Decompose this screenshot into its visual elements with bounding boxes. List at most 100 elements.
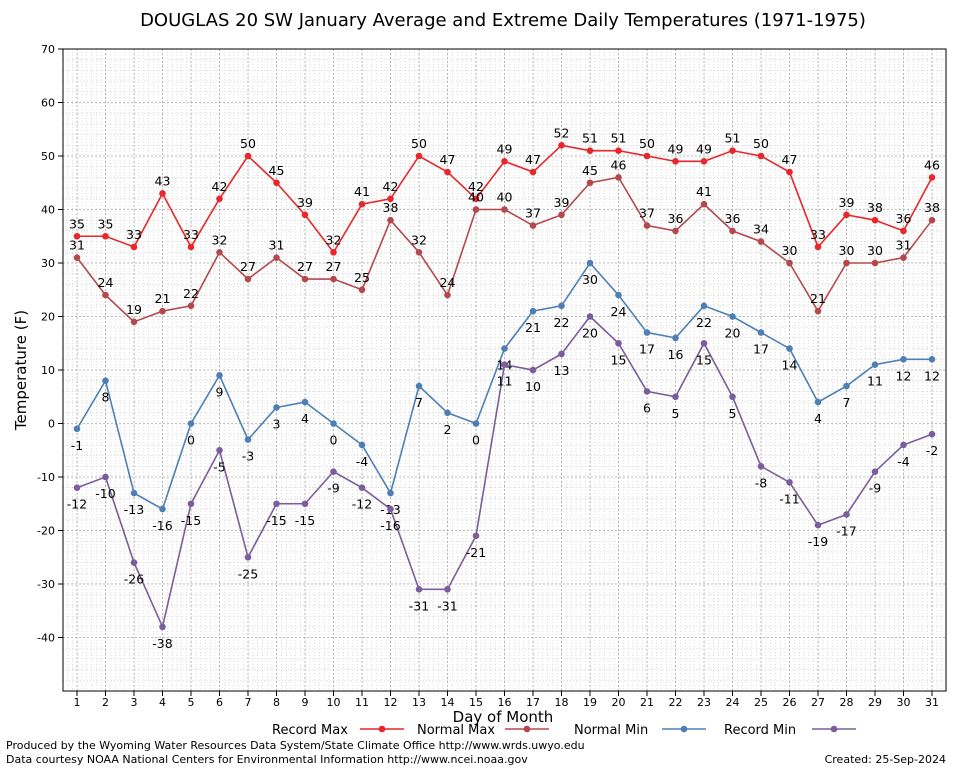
data-point xyxy=(102,232,109,240)
data-label: 10 xyxy=(525,379,541,394)
x-tick-label: 26 xyxy=(783,696,797,709)
data-point xyxy=(387,505,394,513)
data-label: -5 xyxy=(213,459,225,474)
data-label: 42 xyxy=(383,179,399,194)
x-tick-label: 9 xyxy=(302,696,309,709)
legend-label: Record Min xyxy=(724,723,796,738)
data-label: 33 xyxy=(810,227,826,242)
data-label: 38 xyxy=(867,200,883,215)
data-point xyxy=(216,372,223,379)
data-label: 47 xyxy=(782,152,798,167)
data-point xyxy=(928,356,936,363)
data-point xyxy=(444,586,451,593)
data-point xyxy=(130,243,138,251)
data-point xyxy=(501,361,508,368)
x-tick-label: 24 xyxy=(726,696,740,709)
data-point xyxy=(130,559,138,566)
data-label: 11 xyxy=(497,374,513,389)
data-label: 51 xyxy=(725,131,741,146)
data-label: -1 xyxy=(71,438,83,453)
x-tick-label: 29 xyxy=(868,696,882,709)
data-point xyxy=(73,425,81,433)
data-label: 4 xyxy=(301,411,309,426)
data-point xyxy=(900,227,907,235)
legend-marker xyxy=(378,725,386,733)
legend-label: Normal Min xyxy=(574,723,648,738)
data-point xyxy=(586,147,594,154)
data-point xyxy=(529,307,537,315)
data-point xyxy=(330,468,337,475)
data-label: -9 xyxy=(869,481,882,496)
data-label: 19 xyxy=(126,302,142,317)
series-normal-max: 31 24 19 21 22 32 27 31 27 27 25 38 32 24 40 40 37 39 45 46… xyxy=(69,157,940,326)
data-label: -12 xyxy=(352,497,372,512)
data-label: 38 xyxy=(924,200,940,215)
data-point xyxy=(444,168,451,176)
data-label: 12 xyxy=(896,368,912,383)
data-label: 21 xyxy=(525,320,541,335)
data-label: -31 xyxy=(409,598,429,613)
data-label: 24 xyxy=(611,304,627,319)
data-label: 46 xyxy=(611,157,627,172)
grid xyxy=(63,49,946,691)
data-point xyxy=(871,216,879,224)
data-point xyxy=(159,623,166,631)
data-point xyxy=(415,586,423,593)
data-label: -16 xyxy=(152,518,172,533)
data-point xyxy=(216,195,223,203)
y-tick-label: 30 xyxy=(41,257,55,270)
data-label: 22 xyxy=(696,315,712,330)
data-label: -31 xyxy=(437,598,457,613)
data-label: 51 xyxy=(582,131,598,146)
data-point xyxy=(672,227,679,235)
data-point xyxy=(472,532,480,540)
data-point xyxy=(529,222,537,229)
data-point xyxy=(643,152,651,160)
data-label: 41 xyxy=(354,184,370,199)
data-label: 27 xyxy=(240,259,256,274)
data-point xyxy=(871,468,879,475)
x-tick-label: 6 xyxy=(216,696,223,709)
data-point xyxy=(672,334,679,342)
data-label: 0 xyxy=(472,433,480,448)
data-label: -12 xyxy=(67,497,87,512)
data-point xyxy=(700,339,708,347)
footer-created: Created: 25-Sep-2024 xyxy=(825,753,946,766)
data-label: 15 xyxy=(696,352,712,367)
data-point xyxy=(615,147,622,154)
data-label: 32 xyxy=(326,232,342,247)
data-point xyxy=(216,249,223,256)
x-tick-label: 13 xyxy=(412,696,426,709)
y-tick-label: 60 xyxy=(41,97,55,110)
data-label: 52 xyxy=(554,125,570,140)
data-point xyxy=(102,377,109,385)
data-point xyxy=(558,350,565,358)
data-point xyxy=(301,398,309,406)
data-label: -3 xyxy=(242,449,254,464)
data-label: 31 xyxy=(69,238,85,253)
x-tick-label: 28 xyxy=(840,696,854,709)
data-label: 31 xyxy=(896,238,912,253)
data-point xyxy=(130,318,138,326)
data-point xyxy=(73,484,81,492)
data-label: 33 xyxy=(183,227,199,242)
data-point xyxy=(273,500,280,508)
data-label: 39 xyxy=(839,195,855,210)
y-axis-label: Temperature (F) xyxy=(12,310,30,431)
data-label: -15 xyxy=(266,513,286,528)
data-label: 30 xyxy=(582,272,598,287)
data-point xyxy=(330,275,337,283)
data-label: 21 xyxy=(155,291,171,306)
data-point xyxy=(73,232,81,240)
data-point xyxy=(187,302,195,310)
data-point xyxy=(615,291,622,299)
data-point xyxy=(358,200,366,208)
data-label: -13 xyxy=(124,502,144,517)
data-point xyxy=(130,489,138,497)
data-label: -9 xyxy=(327,481,340,496)
data-point xyxy=(244,553,252,561)
data-point xyxy=(586,259,594,267)
data-label: 24 xyxy=(440,275,456,290)
data-label: 22 xyxy=(554,315,570,330)
data-label: -16 xyxy=(380,518,400,533)
